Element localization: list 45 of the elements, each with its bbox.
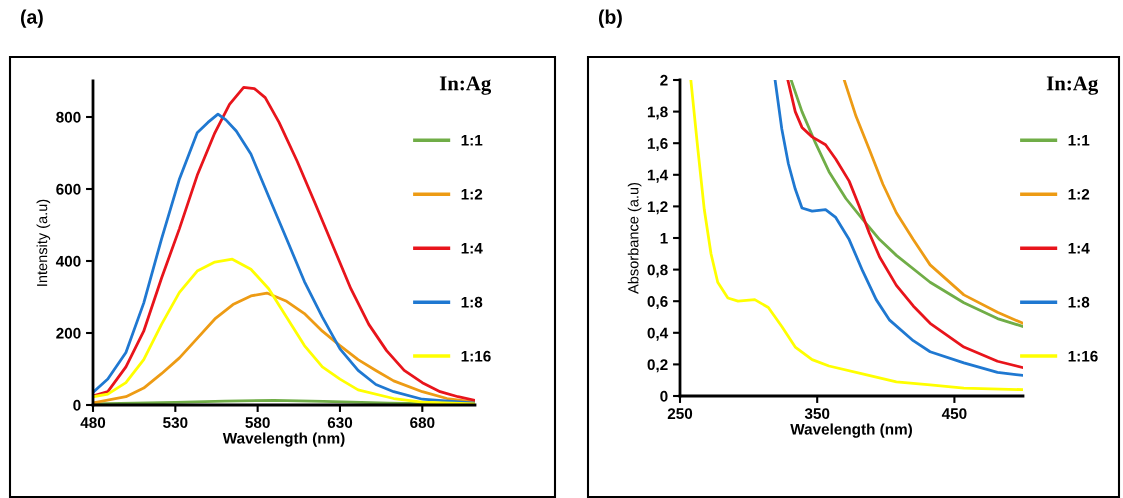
y-tick-label: 0	[73, 399, 81, 411]
chart-title: (a)	[20, 9, 43, 28]
y-tick-label: 0,6	[647, 296, 668, 310]
y-tick-label: 0,4	[647, 327, 669, 341]
y-tick-label: 600	[56, 183, 81, 195]
chart-title: (b)	[598, 9, 622, 28]
y-tick-label: 1,8	[647, 106, 668, 120]
y-tick-label: 0	[660, 390, 668, 402]
y-tick-label: 1,4	[647, 169, 669, 183]
x-tick-label: 450	[941, 408, 967, 420]
y-axis-title: Intensity (a.u)	[36, 199, 51, 286]
x-tick-label: 630	[327, 417, 353, 429]
line-series	[842, 80, 1023, 325]
y-tick-label: 0,8	[647, 264, 668, 278]
line-series	[789, 80, 1023, 328]
y-tick-label: 1	[660, 233, 668, 244]
y-tick-label: 2	[660, 74, 668, 86]
y-tick-label: 0,2	[647, 359, 668, 373]
legend-label: 1:4	[461, 243, 483, 254]
y-tick-label: 1,2	[647, 201, 668, 215]
y-tick-label: 200	[56, 327, 81, 339]
legend-label: 1:16	[1068, 350, 1098, 362]
legend-label: 1:16	[461, 350, 491, 362]
legend-label: 1:2	[461, 188, 483, 200]
legend-label: 1:4	[1068, 243, 1090, 254]
y-tick-label: 800	[56, 111, 81, 123]
x-axis-title: Wavelength (nm)	[222, 432, 345, 447]
legend-title: In:Ag	[439, 76, 492, 95]
y-axis-title: Absorbance (a.u)	[627, 182, 642, 294]
line-series	[689, 80, 1023, 392]
x-tick-label: 250	[667, 408, 693, 420]
legend-label: 1:1	[1068, 135, 1090, 146]
y-tick-label: 1,6	[647, 138, 668, 152]
y-tick-label: 400	[55, 255, 81, 267]
x-axis-title: Wavelength (nm)	[790, 423, 912, 438]
x-tick-label: 480	[80, 417, 106, 429]
x-tick-label: 580	[245, 417, 270, 429]
legend-label: 1:8	[1068, 296, 1090, 308]
legend-label: 1:1	[461, 135, 483, 146]
legend-title: In:Ag	[1046, 76, 1099, 95]
x-tick-label: 530	[163, 417, 188, 429]
x-tick-label: 680	[410, 417, 435, 429]
legend-label: 1:2	[1068, 188, 1090, 200]
x-tick-label: 350	[804, 408, 830, 420]
legend-label: 1:8	[461, 296, 483, 308]
